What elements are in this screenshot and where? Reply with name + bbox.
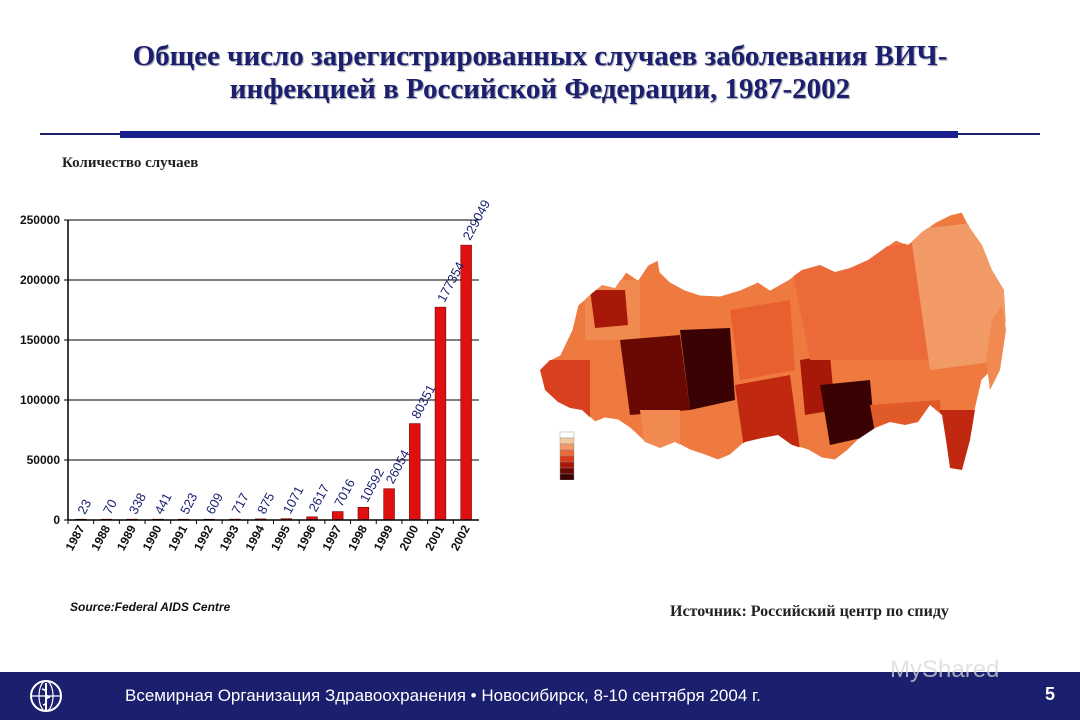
map-region bbox=[590, 290, 628, 328]
y-tick-label: 150000 bbox=[20, 333, 60, 347]
x-tick-label: 1999 bbox=[371, 523, 396, 553]
map-region bbox=[735, 375, 800, 455]
legend-swatch bbox=[559, 455, 575, 463]
map-region bbox=[870, 400, 945, 460]
y-tick-label: 100000 bbox=[20, 393, 60, 407]
y-tick-label: 0 bbox=[53, 513, 60, 527]
title-line-1: Общее число зарегистрированных случаев з… bbox=[132, 40, 948, 72]
value-label-1992: 609 bbox=[203, 490, 226, 516]
legend-swatch bbox=[559, 467, 575, 475]
value-label-1988: 70 bbox=[100, 497, 120, 517]
y-tick-label: 250000 bbox=[20, 213, 60, 227]
x-tick-label: 1992 bbox=[191, 523, 216, 553]
map-region bbox=[790, 240, 940, 360]
legend-swatch bbox=[559, 461, 575, 469]
value-label-1989: 338 bbox=[126, 490, 149, 516]
x-tick-label: 1988 bbox=[88, 523, 113, 553]
x-tick-label: 1989 bbox=[114, 523, 139, 553]
x-tick-label: 1990 bbox=[140, 523, 165, 553]
map-region bbox=[730, 300, 795, 380]
legend-swatch bbox=[559, 443, 575, 451]
map-legend bbox=[559, 431, 575, 480]
value-label-1999: 26054 bbox=[382, 447, 412, 486]
map-region bbox=[680, 328, 735, 410]
map-region bbox=[620, 335, 690, 415]
map-region bbox=[820, 380, 875, 445]
map-region-kamchatka bbox=[986, 305, 1006, 390]
y-axis-label: Количество случаев bbox=[62, 155, 199, 171]
value-label-1987: 23 bbox=[74, 497, 94, 517]
map-region bbox=[640, 410, 680, 450]
x-tick-label: 1993 bbox=[217, 523, 242, 553]
x-tick-label: 1996 bbox=[294, 523, 319, 553]
slide-title: Общее число зарегистрированных случаев з… bbox=[60, 40, 1020, 106]
value-label-1990: 441 bbox=[151, 490, 174, 516]
x-tick-label: 2002 bbox=[448, 523, 473, 553]
x-tick-label: 1987 bbox=[63, 523, 88, 553]
value-label-1996: 2617 bbox=[305, 482, 332, 515]
x-tick-label: 1994 bbox=[242, 523, 267, 553]
value-label-1994: 875 bbox=[254, 490, 277, 516]
bar-2001 bbox=[434, 306, 447, 521]
x-tick-label: 1998 bbox=[345, 523, 370, 553]
value-label-1998: 10592 bbox=[357, 466, 387, 505]
page-number: 5 bbox=[1045, 684, 1056, 704]
value-label-1995: 1071 bbox=[280, 484, 307, 517]
map-region bbox=[910, 220, 1006, 370]
russia-hiv-map bbox=[539, 211, 1007, 480]
x-tick-label: 1997 bbox=[319, 523, 344, 553]
bar-1998 bbox=[357, 506, 370, 521]
x-tick-label: 2000 bbox=[397, 523, 422, 553]
legend-swatch bbox=[559, 431, 575, 439]
legend-swatch bbox=[559, 473, 575, 480]
bar-1999 bbox=[383, 488, 395, 521]
value-label-2000: 80351 bbox=[408, 382, 438, 421]
value-label-1991: 523 bbox=[177, 490, 200, 516]
legend-swatch bbox=[559, 437, 575, 445]
source-note-en: Source:Federal AIDS Centre bbox=[70, 600, 231, 614]
watermark: MyShared bbox=[890, 656, 1000, 683]
value-label-1993: 717 bbox=[228, 490, 251, 516]
bar-2002 bbox=[460, 244, 472, 521]
legend-swatch bbox=[559, 449, 575, 457]
footer-bar bbox=[0, 672, 1080, 720]
title-divider-thick bbox=[120, 131, 958, 138]
title-line-2: инфекцией в Российской Федерации, 1987-2… bbox=[229, 73, 851, 105]
who-emblem-icon bbox=[24, 675, 68, 717]
x-tick-label: 2001 bbox=[422, 523, 447, 553]
x-tick-label: 1995 bbox=[268, 523, 293, 553]
y-tick-label: 200000 bbox=[20, 273, 60, 287]
x-tick-label: 1991 bbox=[165, 523, 190, 553]
y-tick-label: 50000 bbox=[27, 453, 61, 467]
bar-2000 bbox=[409, 423, 421, 521]
bar-1997 bbox=[332, 511, 344, 521]
value-label-1997: 7016 bbox=[331, 476, 358, 509]
footer-text: Всемирная Организация Здравоохранения • … bbox=[125, 686, 761, 705]
source-note-ru: Источник: Российский центр по спиду bbox=[670, 603, 949, 620]
